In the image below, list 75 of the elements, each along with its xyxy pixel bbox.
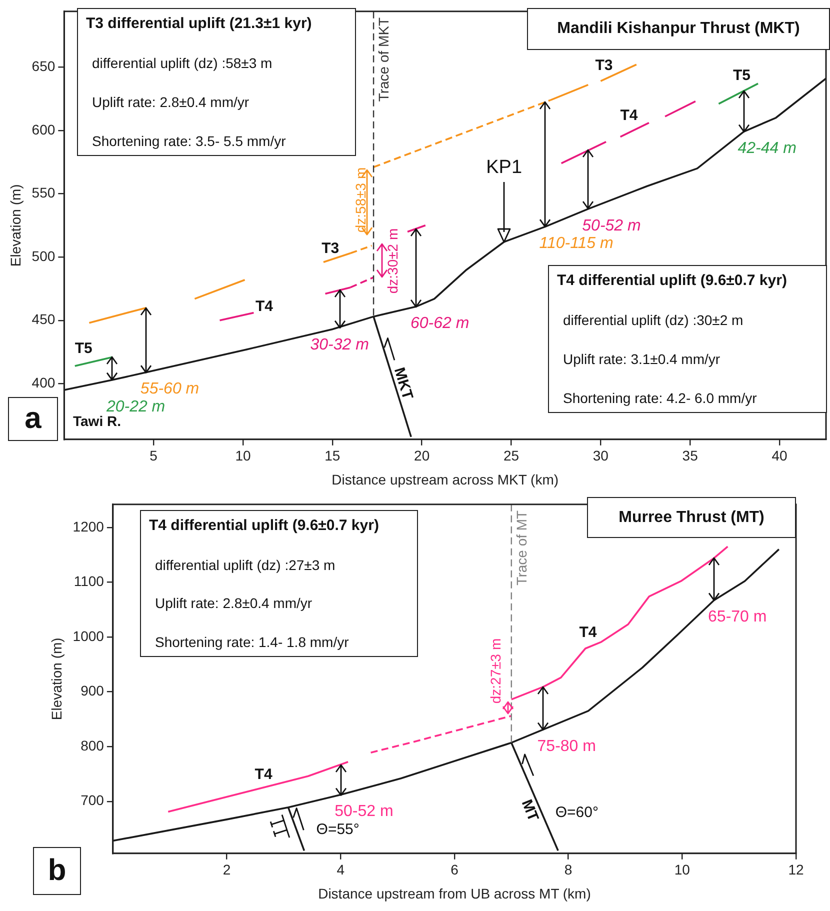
annotation: dz:58±3 m [352,167,368,233]
annotation: dz:30±2 m [384,228,400,294]
annotation: T4 differential uplift (9.6±0.7 kyr) [557,272,788,289]
annotation: T3 [595,57,613,74]
annotation: T4 differential uplift (9.6±0.7 kyr) [149,517,380,534]
x-axis-title: Distance upstream across MKT (km) [332,471,559,488]
x-tick-label: 5 [150,448,158,464]
annotation: Θ=60° [555,804,598,822]
panel-label-box: a [8,397,58,441]
x-tick-label: 40 [772,448,788,464]
y-tick-label: 800 [80,737,104,754]
ref-line-label: Trace of MKT [375,16,392,102]
y-tick-label: 700 [80,792,104,808]
annotation: Uplift rate: 2.8±0.4 mm/yr [92,94,250,110]
y-axis-title: Elevation (m) [48,638,64,720]
annotation: 30-32 m [310,336,369,354]
y-tick-label: 450 [32,311,56,328]
y-tick-label: 900 [80,682,104,699]
annotation: 42-44 m [738,140,796,158]
annotation: Shortening rate: 3.5- 5.5 mm/yr [92,133,287,149]
annotation: Shortening rate: 1.4- 1.8 mm/yr [155,634,350,650]
annotation: 110-115 m [539,235,614,252]
annotation: differential uplift (dz) :58±3 m [92,55,274,71]
annotation: KP1 [486,156,522,178]
x-axis-title: Distance upstream from UB across MT (km) [318,885,591,902]
annotation: T4 [255,298,273,315]
x-tick-label: 35 [682,448,698,464]
x-tick-label: 2 [222,862,231,878]
x-tick-label: 25 [503,448,520,464]
y-tick-label: 500 [32,248,56,264]
annotation: Shortening rate: 4.2- 6.0 mm/yr [563,390,758,406]
annotation: MKT [390,366,417,402]
annotation: T4 [620,106,638,124]
annotation: 50-52 m [582,217,641,234]
annotation: 65-70 m [708,608,767,626]
annotation: 75-80 m [537,738,596,755]
y-tick-label: 650 [32,58,56,74]
x-tick-label: 15 [324,448,340,464]
annotation: MT [518,796,542,824]
x-tick-label: 10 [235,448,251,464]
title-box: Murree Thrust (MT) [587,497,796,538]
panel-label-box: b [33,847,81,895]
annotation: Uplift rate: 2.8±0.4 mm/yr [155,595,314,612]
x-tick-label: 10 [674,862,690,878]
annotation: T5 [74,340,92,357]
y-axis-title: Elevation (m) [7,184,24,267]
y-tick-label: 600 [32,121,56,138]
annotation: 50-52 m [334,803,394,820]
annotation: 55-60 m [140,380,200,398]
y-tick-label: 550 [32,184,56,201]
annotation: T3 [322,240,340,257]
annotation: differential uplift (dz) :30±2 m [563,312,744,328]
x-tick-label: 4 [336,862,345,878]
x-tick-label: 20 [414,448,430,464]
x-tick-label: 30 [592,448,609,464]
y-tick-label: 400 [32,374,56,391]
annotation: T4 [254,766,272,783]
annotation: T4 [579,624,597,641]
y-tick-label: 1200 [72,518,104,534]
x-tick-label: 12 [788,862,804,878]
annotation: differential uplift (dz) :27±3 m [155,556,336,573]
title-box: Mandili Kishanpur Thrust (MKT) [527,8,830,50]
annotation: T5 [732,67,750,84]
y-tick-label: 1000 [72,628,104,644]
annotation: T3 differential uplift (21.3±1 kyr) [86,15,313,32]
annotation: Uplift rate: 3.1±0.4 mm/yr [563,351,722,367]
ref-line-label: Trace of MT [513,510,530,586]
y-tick-label: 1100 [74,573,104,590]
annotation: 20-22 m [105,398,166,416]
annotation: Tawi R. [73,413,121,429]
annotation: dz:27±3 m [488,638,504,704]
annotation: 60-62 m [410,314,470,332]
x-tick-label: 6 [450,862,459,878]
x-tick-label: 8 [564,862,572,878]
annotation: Θ=55° [316,820,360,838]
